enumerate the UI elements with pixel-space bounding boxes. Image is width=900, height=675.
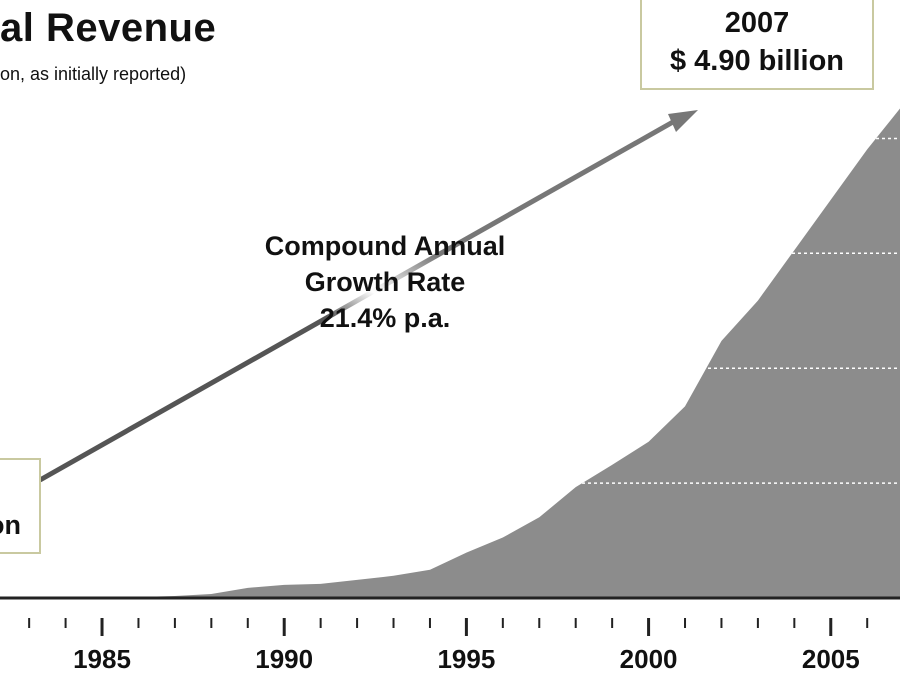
x-tick-label: 2005	[801, 644, 860, 674]
end-value-label: $ 4.90 billion	[669, 45, 845, 77]
chart-title: al Revenue	[0, 6, 217, 50]
x-tick-label: 1985	[73, 644, 131, 674]
cagr-arrow-head	[668, 110, 698, 132]
start-value-fragment: on	[0, 510, 21, 540]
x-tick-label: 1995	[437, 644, 496, 674]
cagr-line-2: Growth Rate	[304, 267, 466, 297]
end-year-label: 2007	[724, 7, 790, 39]
x-tick-label: 1990	[255, 644, 314, 674]
x-tick-label: 2000	[619, 644, 678, 674]
cagr-arrow-line	[38, 115, 682, 483]
cagr-line-1: Compound Annual	[264, 231, 506, 261]
end-value-callout: 2007 $ 4.90 billion	[640, 0, 874, 90]
start-value-callout: on	[0, 458, 41, 554]
revenue-area-series	[65, 104, 900, 598]
chart-subtitle: on, as initially reported)	[0, 64, 187, 84]
cagr-annotation: Compound Annual Growth Rate 21.4% p.a.	[228, 228, 542, 336]
cagr-line-3: 21.4% p.a.	[319, 303, 451, 333]
